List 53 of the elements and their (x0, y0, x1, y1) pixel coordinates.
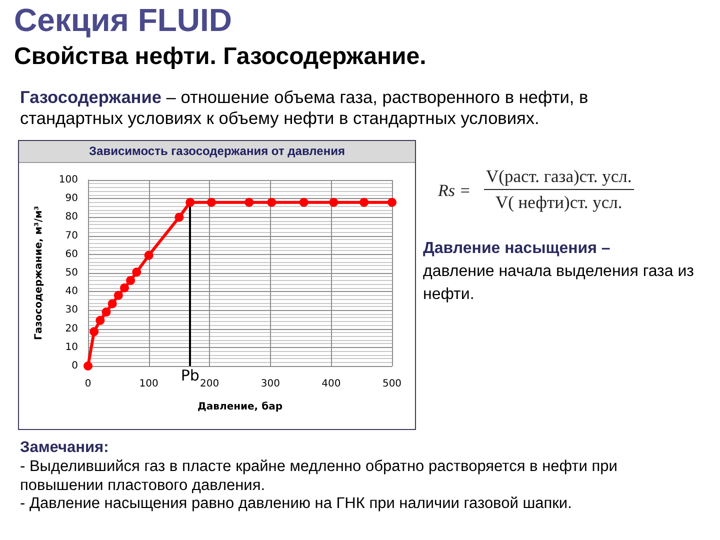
text: давление начала выделения газа из нефти. (423, 263, 694, 303)
point (102, 308, 111, 317)
y-tick-label: 0 (72, 360, 78, 372)
point (144, 250, 154, 260)
y-tick-label: 50 (65, 268, 78, 278)
text: V( нефти)ст. усл. (495, 192, 622, 212)
text: Замечания: (20, 439, 109, 456)
point (388, 198, 396, 207)
text: V(раст. газа)ст. усл. (486, 166, 632, 186)
text: стандартных условиях к объему нефти в стандартных условиях. (20, 108, 540, 128)
y-tick-label: 100 (58, 174, 78, 186)
point (174, 212, 184, 222)
y-axis-title: Газосодержание, м³/м³ (34, 206, 44, 340)
point (267, 198, 276, 207)
y-tick-label: 30 (65, 304, 78, 316)
ref-line-label: Pb (180, 366, 200, 384)
y-tick-label: 90 (65, 193, 78, 204)
text: Свойства нефти. Газосодержание. (14, 43, 426, 70)
point (126, 276, 136, 285)
text: - Выделившийся газ в пласте крайне медленно обратно растворяется в нефти при повышении пластового давления. (20, 458, 618, 494)
y-tick-label: 60 (65, 248, 78, 260)
point (114, 290, 123, 300)
text: Секция FLUID (14, 2, 232, 38)
point (120, 283, 129, 292)
x-tick-label: 400 (322, 378, 341, 390)
text: Газосодержание (20, 87, 162, 107)
point (329, 198, 338, 207)
point (244, 198, 254, 207)
x-tick-label: 300 (260, 378, 280, 390)
text: Давление насыщения – (423, 240, 610, 257)
point (84, 362, 92, 370)
point (96, 316, 105, 325)
x-tick-label: 0 (84, 378, 92, 390)
point (186, 198, 195, 207)
text: – отношение объема газа, растворенного в нефти, в (166, 87, 588, 107)
point (206, 198, 216, 207)
point (108, 299, 117, 308)
chart-title: Зависимость газосодержания от давления (19, 141, 415, 163)
point (360, 198, 369, 207)
y-tick-label: 70 (65, 230, 78, 242)
y-tick-label: 10 (65, 342, 78, 353)
point (299, 198, 308, 207)
text: Rs = (438, 181, 471, 200)
x-tick-label: 200 (200, 378, 220, 390)
x-tick-label: 500 (382, 378, 402, 390)
point (132, 268, 142, 277)
x-tick-label: 100 (139, 378, 158, 390)
x-axis-title: Давление, бар (198, 402, 282, 412)
point (90, 327, 99, 336)
y-tick-label: 20 (65, 323, 78, 334)
text: - Давление насыщения равно давлению на ГНК при наличии газовой шапки. (20, 495, 572, 512)
y-tick-label: 80 (65, 212, 78, 223)
y-tick-label: 40 (65, 286, 78, 298)
